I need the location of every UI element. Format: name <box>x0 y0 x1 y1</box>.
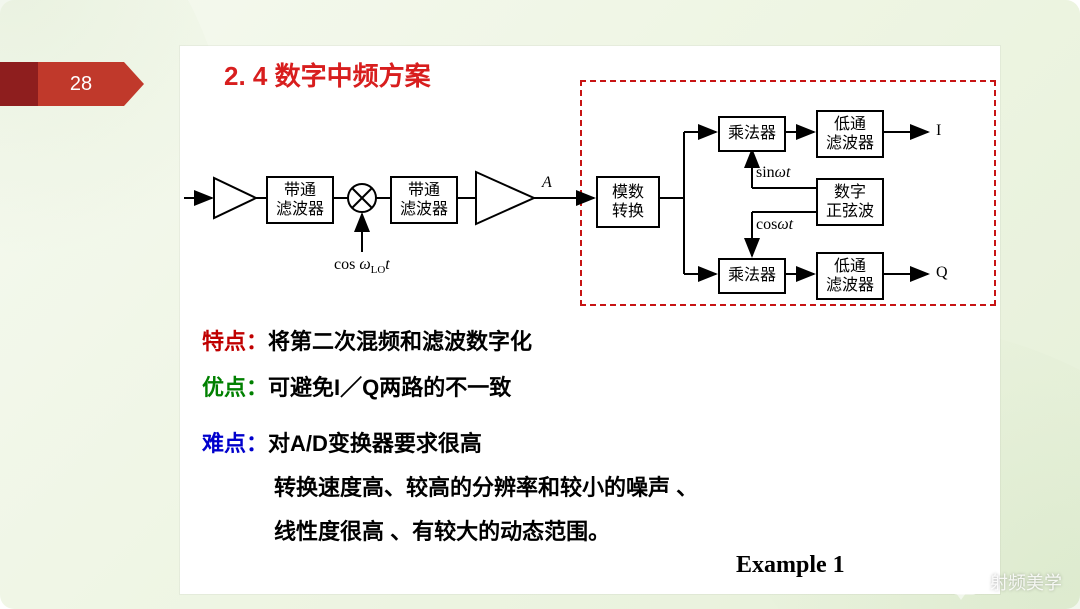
blk-l1: 低通 <box>834 257 866 276</box>
block-multiplier-2: 乘法器 <box>718 258 786 294</box>
blk-l1: 带通 <box>408 181 440 200</box>
watermark: 射频美学 <box>950 569 1062 595</box>
blk-l2: 滤波器 <box>826 134 874 153</box>
page-number: 28 <box>38 62 124 106</box>
content-panel: 2. 4 数字中频方案 <box>180 46 1000 594</box>
nandian-label: 难点： <box>202 431 268 456</box>
blk-l1: 乘法器 <box>728 266 776 285</box>
block-diagram: 带通 滤波器 带通 滤波器 模数 转换 乘法器 乘法器 低通 滤波器 低 <box>180 80 1000 320</box>
nandian-body1: 对A/D变换器要求很高 <box>268 431 482 456</box>
wechat-icon <box>950 569 980 595</box>
tedian-label: 特点： <box>202 329 268 354</box>
nandian-body2: 转换速度高、较高的分辨率和较小的噪声 、 <box>274 475 698 500</box>
block-multiplier-1: 乘法器 <box>718 116 786 152</box>
blk-l1: 模数 <box>612 183 644 202</box>
block-digital-sine: 数字 正弦波 <box>816 178 884 226</box>
page-number-badge: 28 <box>0 62 144 106</box>
watermark-text: 射频美学 <box>990 569 1062 595</box>
line-nandian-3: 线性度很高 、有较大的动态范围。 <box>274 514 610 546</box>
slide: 28 2. 4 数字中频方案 <box>0 0 1080 609</box>
blk-l1: 数字 <box>834 183 866 202</box>
badge-arrow <box>124 62 144 106</box>
blk-l1: 带通 <box>284 181 316 200</box>
badge-bar <box>0 62 38 106</box>
blk-l1: 乘法器 <box>728 124 776 143</box>
block-lowpass-2: 低通 滤波器 <box>816 252 884 300</box>
label-A: A <box>542 174 552 192</box>
label-Q: Q <box>936 264 948 282</box>
example-label: Example 1 <box>736 552 845 579</box>
line-youdian: 优点：可避免I／Q两路的不一致 <box>202 370 511 402</box>
block-adc: 模数 转换 <box>596 176 660 228</box>
blk-l2: 滤波器 <box>276 200 324 219</box>
blk-l2: 滤波器 <box>826 276 874 295</box>
line-nandian: 难点：对A/D变换器要求很高 <box>202 426 482 458</box>
label-sin: sinωt <box>756 164 790 182</box>
blk-l2: 转换 <box>612 202 644 221</box>
label-cos: cosωt <box>756 216 793 234</box>
label-I: I <box>936 122 941 140</box>
line-nandian-2: 转换速度高、较高的分辨率和较小的噪声 、 <box>274 470 698 502</box>
blk-l2: 正弦波 <box>826 202 874 221</box>
line-tedian: 特点：将第二次混频和滤波数字化 <box>202 324 532 356</box>
nandian-body3: 线性度很高 、有较大的动态范围。 <box>274 519 610 544</box>
tedian-body: 将第二次混频和滤波数字化 <box>268 329 532 354</box>
block-bandpass-2: 带通 滤波器 <box>390 176 458 224</box>
block-lowpass-1: 低通 滤波器 <box>816 110 884 158</box>
blk-l2: 滤波器 <box>400 200 448 219</box>
youdian-label: 优点： <box>202 375 268 400</box>
youdian-body: 可避免I／Q两路的不一致 <box>268 375 511 400</box>
blk-l1: 低通 <box>834 115 866 134</box>
label-cos-lo: cos ωLOt <box>334 256 390 276</box>
block-bandpass-1: 带通 滤波器 <box>266 176 334 224</box>
